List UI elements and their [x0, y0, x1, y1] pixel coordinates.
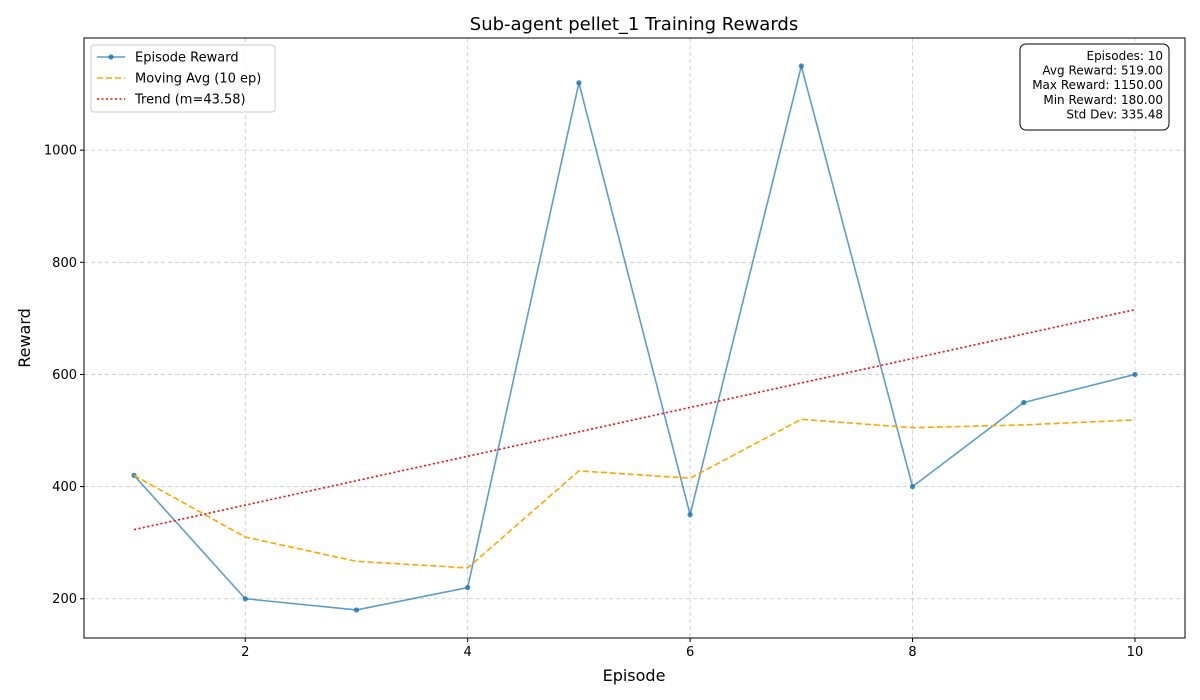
legend: Episode Reward Moving Avg (10 ep) Trend (m… — [90, 44, 276, 113]
data-point — [798, 63, 804, 69]
y-tick-label: 1000 — [44, 144, 77, 159]
legend-marker — [108, 54, 114, 60]
series-line-1 — [133, 65, 1136, 611]
data-point — [465, 584, 471, 591]
data-point — [687, 512, 693, 518]
series-line-3 — [133, 308, 1136, 531]
y-tick-label: 400 — [52, 480, 77, 495]
stats-box-frame — [1019, 43, 1170, 131]
x-axis-label: Episode — [603, 666, 666, 685]
x-tick-label: 10 — [1127, 645, 1144, 660]
x-tick-label: 8 — [908, 645, 916, 660]
stats-line: Min Reward: 180.00 — [1043, 93, 1163, 107]
stats-line: Avg Reward: 519.00 — [1042, 64, 1163, 78]
data-point — [576, 80, 582, 86]
chart-title: Sub-agent pellet_1 Training Rewards — [470, 14, 798, 35]
stats-line: Episodes: 10 — [1086, 49, 1163, 63]
data-point — [242, 596, 248, 602]
data-point — [1132, 371, 1138, 378]
grid — [84, 38, 1185, 638]
stats-line: Std Dev: 335.48 — [1066, 107, 1163, 121]
legend-box — [90, 44, 276, 113]
legend-label: Trend (m=43.58) — [134, 93, 246, 108]
data-point — [353, 607, 360, 613]
series-layer — [131, 63, 1138, 613]
stats-line: Max Reward: 1150.00 — [1032, 78, 1163, 92]
y-tick-label: 600 — [52, 368, 77, 383]
series-line-2 — [133, 418, 1135, 569]
x-tick-label: 6 — [686, 645, 694, 660]
data-point — [1021, 399, 1027, 406]
y-tick-label: 200 — [52, 592, 77, 607]
y-tick-label: 800 — [52, 256, 77, 271]
x-tick-label: 2 — [241, 645, 249, 660]
data-point — [909, 483, 916, 490]
plot-frame — [83, 37, 1186, 639]
legend-label: Episode Reward — [135, 51, 239, 66]
y-axis-label: Reward — [15, 308, 34, 368]
axis-ticks: 2 4 6 8 10 200 400 600 800 1000 — [44, 144, 1143, 660]
x-tick-label: 4 — [464, 645, 472, 660]
legend-label: Moving Avg (10 ep) — [135, 72, 261, 87]
